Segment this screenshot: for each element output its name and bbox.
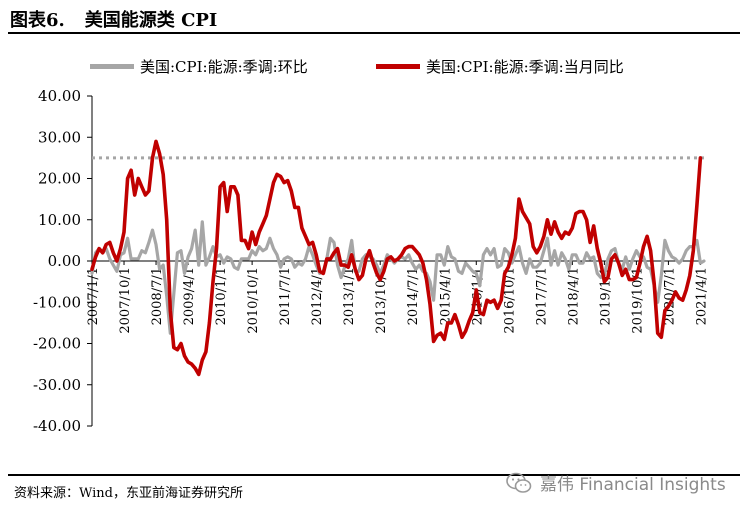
- legend-swatch-mom: [90, 64, 134, 69]
- y-tick-label: -40.00: [33, 417, 81, 435]
- x-tick-label: 2016/10/1: [502, 267, 517, 334]
- series-line-yoy: [90, 139, 703, 377]
- x-tick-label: 2012/4/1: [310, 267, 325, 325]
- x-tick-label: 2021/4/1: [694, 267, 709, 325]
- x-tick-label: 2010/1/1: [214, 267, 229, 325]
- y-tick-label: 20.00: [38, 170, 81, 188]
- legend-label-mom: 美国:CPI:能源:季调:环比: [140, 58, 308, 76]
- y-tick-label: -20.00: [33, 335, 81, 353]
- title-rule: [8, 32, 740, 34]
- figure-number: 图表6.: [10, 10, 65, 31]
- y-tick-label: -10.00: [33, 293, 81, 311]
- x-tick-label: 2010/10/1: [246, 267, 261, 334]
- source-note: 资料来源：Wind，东亚前海证券研究所: [14, 486, 243, 501]
- wechat-icon: [506, 472, 532, 493]
- figure-title-text: 美国能源类 CPI: [84, 10, 218, 31]
- legend-label-yoy: 美国:CPI:能源:季调:当月同比: [426, 58, 624, 76]
- watermark: 嘉伟 Financial Insights: [506, 470, 726, 495]
- x-tick-label: 2009/4/1: [182, 267, 197, 325]
- x-tick-label: 2013/1/1: [342, 267, 357, 325]
- x-tick-label: 2007/10/1: [118, 267, 133, 334]
- y-tick-label: 30.00: [38, 128, 81, 146]
- y-tick-label: -30.00: [33, 376, 81, 394]
- x-tick-label: 2017/7/1: [534, 267, 549, 325]
- x-tick-label: 2013/10/1: [374, 267, 389, 334]
- x-tick-label: 2011/7/1: [278, 267, 293, 325]
- legend-item-mom: 美国:CPI:能源:季调:环比: [90, 56, 308, 77]
- x-tick-label: 2014/7/1: [406, 267, 421, 325]
- legend-item-yoy: 美国:CPI:能源:季调:当月同比: [376, 56, 624, 77]
- y-tick-label: 10.00: [38, 211, 81, 229]
- y-tick-label: 40.00: [38, 87, 81, 105]
- y-tick-label: 0.00: [48, 252, 81, 270]
- x-tick-label: 2015/4/1: [438, 267, 453, 325]
- figure-title: 图表6. 美国能源类 CPI: [10, 6, 217, 32]
- x-tick-label: 2018/4/1: [566, 267, 581, 325]
- x-tick-label: 2019/1/1: [598, 267, 613, 325]
- source-rule: [8, 474, 740, 476]
- x-tick-label: 2007/1/1: [86, 267, 101, 325]
- legend-swatch-yoy: [376, 64, 420, 69]
- x-tick-label: 2008/7/1: [150, 267, 165, 325]
- x-tick-label: 2019/10/1: [630, 267, 645, 334]
- watermark-text: 嘉伟 Financial Insights: [540, 475, 726, 495]
